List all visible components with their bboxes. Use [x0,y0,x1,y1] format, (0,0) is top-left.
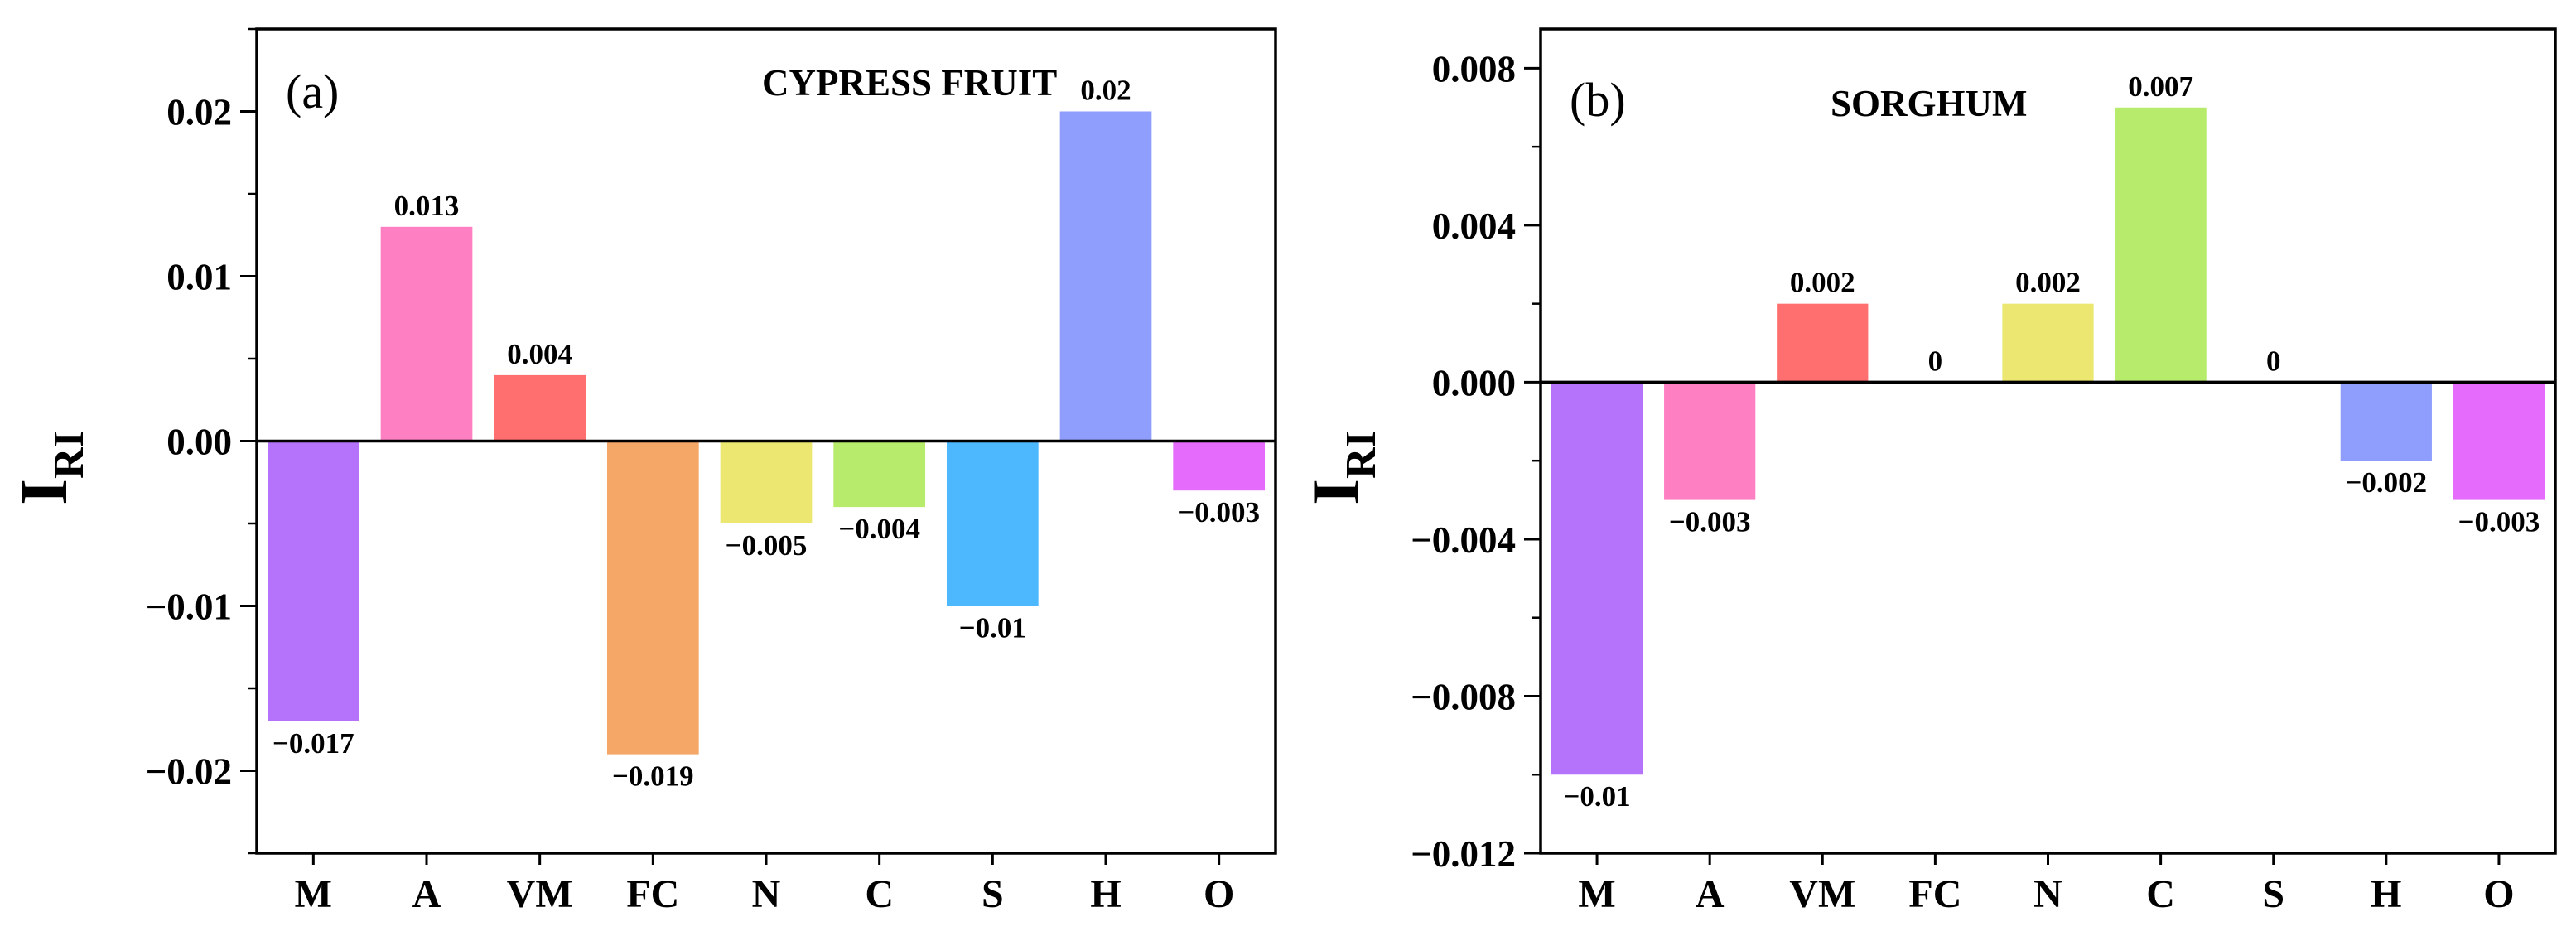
x-tick-label: H [1090,872,1121,916]
y-tick-label: −0.01 [146,586,232,628]
y-tick-label: 0.000 [1432,362,1516,403]
y-axis-label: IRI [6,431,93,505]
data-label: −0.002 [2345,466,2427,499]
x-tick-label: N [2033,872,2062,916]
x-tick-label: C [865,872,894,916]
x-tick-label: M [1578,872,1615,916]
y-axis-label-main: I [1298,479,1373,505]
y-tick-label: −0.004 [1411,519,1516,561]
y-tick-label: 0.02 [166,92,232,133]
y-tick-label: 0.01 [166,257,232,298]
plot-frame [1539,27,2557,855]
data-label: 0.02 [1080,75,1131,107]
data-label: 0.013 [394,190,460,222]
panel-label: (b) [1570,73,1626,127]
x-tick-label: O [1204,872,1234,916]
y-tick-label: 0.00 [166,422,232,463]
data-label: −0.004 [838,513,920,545]
panel-sorghum: 0.008 0.004 0.000 −0.004 −0.008 −0.012 −0.01 M −… [1298,27,2557,916]
bar-vm [1777,303,1869,383]
y-tick-label: −0.012 [1411,833,1516,875]
y-axis-label-sub: RI [1338,431,1385,479]
y-tick-label: −0.008 [1411,676,1516,717]
bar-vm [494,374,586,441]
bar-m [1551,382,1643,775]
bar-a [380,226,473,441]
data-label: 0.002 [2015,267,2081,299]
x-tick-label: M [295,872,332,916]
y-tick-label: 0.008 [1432,48,1516,89]
x-tick-label: O [2483,872,2514,916]
y-axis-label-main: I [6,479,81,505]
bar-h [2340,382,2432,461]
y-axis-label-sub: RI [46,431,93,479]
data-label: −0.019 [612,760,694,793]
data-label: −0.01 [1563,780,1630,813]
chart-title: CYPRESS FRUIT [762,62,1057,104]
bar-h [1059,111,1152,441]
x-tick-label: S [982,872,1004,916]
x-tick-label: N [752,872,781,916]
bar-m [267,441,359,721]
bar-o [1173,441,1266,491]
data-label: −0.003 [1178,496,1260,528]
data-label: 0 [1928,345,1943,377]
bar-c [2115,107,2207,383]
bar-a [1664,382,1756,500]
data-label: −0.003 [2458,506,2540,538]
bar-n [2002,303,2094,383]
x-tick-label: C [2146,872,2175,916]
data-label: −0.005 [726,529,808,562]
data-label: 0.004 [507,338,572,370]
x-tick-label: FC [626,872,679,916]
y-tick-label: −0.02 [146,751,232,793]
bar-n [720,441,813,523]
x-tick-label: S [2262,872,2284,916]
y-tick-label: 0.004 [1432,205,1516,247]
x-tick-label: VM [1789,872,1855,916]
bar-c [833,441,926,508]
panel-label: (a) [286,65,339,118]
x-tick-label: FC [1908,872,1961,916]
x-tick-label: A [412,872,441,916]
data-label: −0.017 [273,727,355,760]
data-label: 0.007 [2128,70,2193,103]
bar-o [2453,382,2545,500]
chart-title: SORGHUM [1831,83,2028,124]
x-tick-label: VM [507,872,573,916]
data-label: 0.002 [1790,267,1855,299]
bar-fc [606,441,699,755]
data-label: 0 [2266,345,2281,377]
data-label: −0.003 [1669,506,1751,538]
plot-frame [255,27,1277,855]
y-axis-label: IRI [1298,431,1385,505]
data-label: −0.01 [959,612,1026,644]
panel-cypress-fruit: 0.02 0.01 0.00 −0.01 −0.02 −0.017 M 0.013 A 0.004… [6,27,1277,916]
bar-s [946,441,1039,606]
x-tick-label: A [1696,872,1725,916]
x-tick-label: H [2371,872,2401,916]
